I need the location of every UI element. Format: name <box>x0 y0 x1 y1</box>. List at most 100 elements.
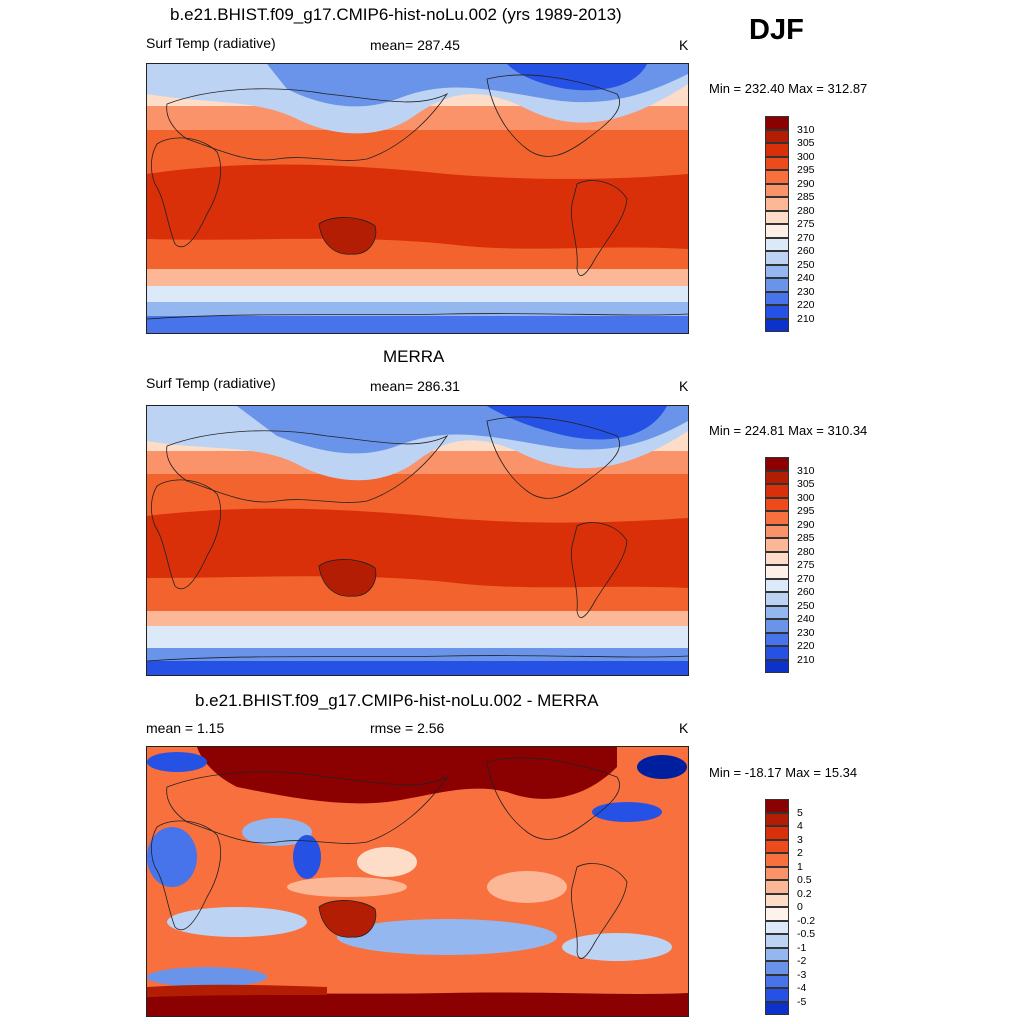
colorbar-tick-label: 1 <box>797 860 803 873</box>
colorbar-tick-label: 305 <box>797 137 815 149</box>
colorbar-swatch <box>765 264 789 278</box>
colorbar-swatch <box>765 116 789 130</box>
colorbar-swatch <box>765 934 789 948</box>
colorbar-swatch <box>765 551 789 565</box>
colorbar-tick-label: 210 <box>797 312 815 325</box>
panel-3-colorbar <box>765 799 789 1015</box>
panel-2-minmax: Min = 224.81 Max = 310.34 <box>709 423 868 438</box>
colorbar-tick-label: -3 <box>797 968 807 981</box>
panel-2-units: K <box>679 378 689 394</box>
colorbar-tick-label: 270 <box>797 572 815 585</box>
colorbar-swatch <box>765 497 789 511</box>
colorbar-swatch <box>765 605 789 619</box>
colorbar-swatch <box>765 812 789 826</box>
panel-3-units: K <box>679 720 689 736</box>
colorbar-tick-label: 240 <box>797 272 815 284</box>
colorbar-swatch <box>765 170 789 184</box>
colorbar-tick-label: 250 <box>797 258 815 271</box>
colorbar-swatch <box>765 974 789 988</box>
colorbar-swatch <box>765 305 789 319</box>
colorbar-swatch <box>765 251 789 265</box>
colorbar-swatch <box>765 197 789 211</box>
colorbar-swatch <box>765 826 789 840</box>
colorbar-tick-label: 270 <box>797 231 815 244</box>
colorbar-tick-label: 285 <box>797 191 815 203</box>
colorbar-tick-label: 295 <box>797 164 815 176</box>
colorbar-tick-label: 5 <box>797 806 803 819</box>
colorbar-tick-label: 285 <box>797 532 815 544</box>
colorbar-tick-label: 4 <box>797 820 803 832</box>
colorbar-tick-label: 275 <box>797 218 815 230</box>
colorbar-tick-label: 0.5 <box>797 874 812 886</box>
colorbar-swatch <box>765 961 789 975</box>
colorbar-swatch <box>765 619 789 633</box>
colorbar-tick-label: 310 <box>797 123 815 136</box>
colorbar-tick-label: -0.2 <box>797 914 816 927</box>
colorbar-tick-label: 290 <box>797 518 815 531</box>
colorbar-tick-label: -0.5 <box>797 928 816 940</box>
colorbar-swatch <box>765 457 789 471</box>
colorbar-swatch <box>765 511 789 525</box>
colorbar-tick-label: 250 <box>797 599 815 612</box>
panel-1-map <box>146 63 689 334</box>
colorbar-swatch <box>765 210 789 224</box>
colorbar-tick-label: 240 <box>797 613 815 625</box>
colorbar-tick-label: 220 <box>797 640 815 652</box>
panel-2-title: MERRA <box>383 347 445 366</box>
colorbar-tick-label: 280 <box>797 545 815 558</box>
colorbar-swatch <box>765 183 789 197</box>
colorbar-tick-label: 0.2 <box>797 887 812 900</box>
colorbar-swatch <box>765 291 789 305</box>
colorbar-tick-label: 220 <box>797 299 815 311</box>
colorbar-swatch <box>765 143 789 157</box>
colorbar-tick-label: 275 <box>797 559 815 571</box>
colorbar-swatch <box>765 129 789 143</box>
panel-2-mean-label: mean= 286.31 <box>370 378 460 394</box>
colorbar-swatch <box>765 237 789 251</box>
colorbar-tick-label: -5 <box>797 995 807 1008</box>
colorbar-swatch <box>765 646 789 660</box>
colorbar-swatch <box>765 156 789 170</box>
colorbar-swatch <box>765 592 789 606</box>
panel-1-variable-label: Surf Temp (radiative) <box>146 35 276 51</box>
season-label: DJF <box>749 14 804 46</box>
colorbar-tick-label: -1 <box>797 941 807 954</box>
colorbar-tick-label: 280 <box>797 204 815 217</box>
panel-3-minmax: Min = -18.17 Max = 15.34 <box>709 765 858 780</box>
colorbar-tick-label: 310 <box>797 464 815 477</box>
panel-1-units: K <box>679 37 689 53</box>
colorbar-tick-label: 260 <box>797 245 815 257</box>
colorbar-swatch <box>765 988 789 1002</box>
colorbar-tick-label: 300 <box>797 150 815 163</box>
panel-1-colorbar <box>765 116 789 332</box>
colorbar-swatch <box>765 866 789 880</box>
colorbar-swatch <box>765 278 789 292</box>
panel-1-minmax: Min = 232.40 Max = 312.87 <box>709 81 868 96</box>
colorbar-swatch <box>765 632 789 646</box>
colorbar-swatch <box>765 470 789 484</box>
colorbar-tick-label: 300 <box>797 491 815 504</box>
colorbar-swatch <box>765 659 789 673</box>
colorbar-tick-label: 3 <box>797 833 803 846</box>
colorbar-swatch <box>765 907 789 921</box>
colorbar-swatch <box>765 853 789 867</box>
colorbar-tick-label: -4 <box>797 982 807 994</box>
colorbar-tick-label: 260 <box>797 586 815 598</box>
colorbar-tick-label: 230 <box>797 626 815 639</box>
panel-3-title: b.e21.BHIST.f09_g17.CMIP6-hist-noLu.002 … <box>195 691 599 710</box>
colorbar-tick-label: 210 <box>797 653 815 666</box>
colorbar-tick-label: 0 <box>797 901 803 913</box>
colorbar-swatch <box>765 484 789 498</box>
colorbar-swatch <box>765 578 789 592</box>
panel-3-map <box>146 746 689 1017</box>
panel-3-rmse-label: rmse = 2.56 <box>370 720 445 736</box>
colorbar-swatch <box>765 893 789 907</box>
colorbar-tick-label: 295 <box>797 505 815 517</box>
colorbar-tick-label: 230 <box>797 285 815 298</box>
panel-1-mean-label: mean= 287.45 <box>370 37 460 53</box>
colorbar-tick-label: 290 <box>797 177 815 190</box>
colorbar-swatch <box>765 318 789 332</box>
colorbar-swatch <box>765 1001 789 1015</box>
colorbar-swatch <box>765 947 789 961</box>
colorbar-swatch <box>765 224 789 238</box>
